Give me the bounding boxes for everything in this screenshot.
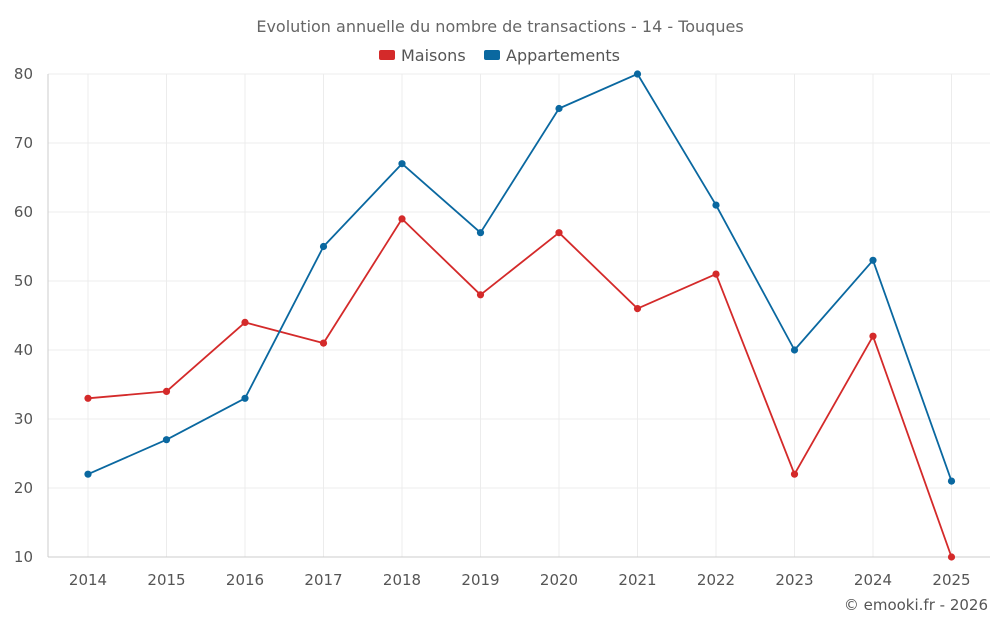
y-tick-label: 70 — [14, 134, 33, 152]
x-tick-label: 2014 — [69, 571, 107, 589]
data-point-appartements-2023 — [790, 346, 799, 354]
data-point-maisons-2017 — [319, 339, 328, 347]
series-line-appartements — [87, 73, 953, 482]
chart-title: Evolution annuelle du nombre de transact… — [256, 17, 743, 36]
x-tick-label: 2018 — [383, 571, 421, 589]
x-tick-label: 2020 — [540, 571, 578, 589]
x-tick-label: 2019 — [461, 571, 499, 589]
legend-label-appartements[interactable]: Appartements — [506, 46, 620, 65]
x-tick-label: 2025 — [932, 571, 970, 589]
y-tick-label: 40 — [14, 341, 33, 359]
data-point-maisons-2022 — [712, 270, 720, 278]
data-point-appartements-2025 — [947, 477, 956, 485]
data-point-maisons-2018 — [398, 215, 406, 223]
series-line-maisons — [87, 217, 953, 558]
data-point-appartements-2015 — [162, 436, 171, 444]
y-tick-label: 80 — [14, 65, 33, 83]
data-point-appartements-2022 — [712, 201, 720, 209]
data-point-appartements-2024 — [869, 256, 877, 264]
data-point-maisons-2015 — [162, 387, 171, 395]
data-point-maisons-2019 — [476, 291, 485, 299]
y-tick-label: 20 — [14, 479, 33, 497]
x-tick-label: 2024 — [854, 571, 892, 589]
series — [84, 70, 956, 561]
x-tick-label: 2021 — [618, 571, 656, 589]
legend-swatch-maisons — [379, 50, 395, 60]
data-point-maisons-2016 — [241, 318, 249, 326]
y-tick-label: 10 — [14, 548, 33, 566]
data-point-maisons-2014 — [84, 394, 92, 402]
x-tick-label: 2023 — [775, 571, 813, 589]
data-point-appartements-2017 — [319, 242, 328, 251]
legend: Maisons Appartements — [379, 46, 620, 65]
x-tick-label: 2022 — [697, 571, 735, 589]
data-point-maisons-2024 — [869, 332, 877, 340]
data-point-maisons-2025 — [947, 553, 956, 561]
data-point-maisons-2021 — [633, 305, 642, 313]
x-tick-label: 2015 — [147, 571, 185, 589]
y-tick-label: 60 — [14, 203, 33, 221]
y-tick-label: 50 — [14, 272, 33, 290]
data-point-maisons-2023 — [790, 470, 799, 478]
credit-text: © emooki.fr - 2026 — [844, 596, 988, 614]
y-tick-label: 30 — [14, 410, 33, 428]
grid — [48, 73, 990, 557]
data-point-appartements-2020 — [555, 104, 563, 113]
legend-label-maisons[interactable]: Maisons — [401, 46, 466, 65]
data-point-appartements-2016 — [241, 394, 249, 402]
legend-swatch-appartements — [484, 50, 500, 60]
x-tick-label: 2016 — [226, 571, 264, 589]
data-point-maisons-2020 — [555, 229, 563, 237]
data-point-appartements-2021 — [633, 70, 642, 78]
axes: 10 20 30 40 50 60 70 80 2014 2015 2016 2017 2018 2019… — [14, 65, 990, 589]
x-tick-label: 2017 — [304, 571, 342, 589]
data-point-appartements-2014 — [84, 470, 92, 478]
data-point-appartements-2018 — [398, 160, 406, 168]
data-point-appartements-2019 — [476, 229, 485, 237]
